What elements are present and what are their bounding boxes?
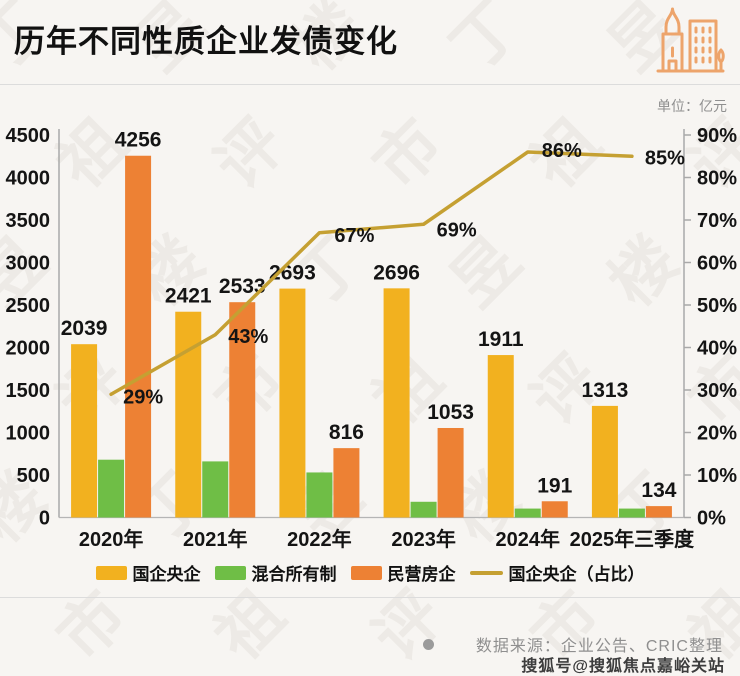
legend-item-mixed: 混合所有制 [214,560,337,585]
legend-item-private: 民营房企 [350,560,456,585]
svg-text:2039: 2039 [61,317,108,340]
svg-text:2020年: 2020年 [79,527,144,551]
svg-text:2000: 2000 [6,338,51,360]
svg-text:500: 500 [17,465,50,487]
svg-text:1313: 1313 [582,379,629,402]
svg-text:86%: 86% [542,140,582,162]
footer-source: 数据来源：企业公告、CRIC整理 [422,632,723,656]
svg-text:43%: 43% [228,326,268,348]
svg-text:4000: 4000 [6,168,51,190]
svg-text:30%: 30% [697,380,737,402]
legend-label-mixed: 混合所有制 [251,565,337,584]
svg-text:0%: 0% [697,508,726,530]
legend-label-soe: 国企央企 [132,565,201,584]
svg-text:1500: 1500 [6,380,51,402]
svg-text:80%: 80% [697,168,737,190]
svg-text:2022年: 2022年 [287,527,352,551]
legend-item-soe: 国企央企 [95,560,201,585]
header-divider [0,84,740,85]
axes: 0 500 1000 1500 2000 2500 3000 3500 4000 4500 0% 10… [6,125,738,530]
svg-text:816: 816 [329,421,364,444]
svg-text:1000: 1000 [6,423,51,445]
chart-legend: 国企央企 混合所有制 民营房企 国企央企（占比） [0,560,740,585]
legend-swatch-ratio-line [469,570,503,575]
sohu-account-text: 搜狐号@搜狐焦点嘉峪关站 [521,658,725,675]
svg-text:67%: 67% [334,225,374,247]
bars: 2039 2421 2693 2696 1911 1313 4256 2533 816 1053 1… [61,129,677,518]
svg-text:40%: 40% [697,338,737,360]
svg-text:20%: 20% [697,423,737,445]
svg-text:50%: 50% [697,295,737,317]
svg-text:0: 0 [39,508,50,530]
page-title: 历年不同性质企业发债变化 [14,24,398,59]
svg-text:2021年: 2021年 [183,527,248,551]
svg-text:2025年三季度: 2025年三季度 [570,527,695,551]
x-axis-labels: 2020年 2021年 2022年 2023年 2024年 2025年三季度 [79,527,695,551]
bullet-dot-icon [422,638,434,650]
svg-text:1053: 1053 [427,401,474,424]
svg-text:69%: 69% [437,219,477,241]
data-source-text: 数据来源：企业公告、CRIC整理 [475,638,723,655]
building-icon [656,7,725,73]
footer-divider [0,597,740,598]
svg-text:2024年: 2024年 [496,527,561,551]
svg-text:3000: 3000 [6,253,51,275]
svg-text:191: 191 [537,474,572,497]
legend-swatch-mixed [214,565,246,580]
svg-text:70%: 70% [697,210,737,232]
legend-label-ratio-line: 国企央企（占比） [508,565,645,584]
svg-text:2533: 2533 [219,275,266,298]
svg-text:2693: 2693 [269,262,316,285]
legend-swatch-private [350,565,382,580]
svg-text:2500: 2500 [6,295,51,317]
legend-swatch-soe [95,565,127,580]
bar-series: 4256 2533 816 1053 191 134 [115,129,677,518]
svg-text:4256: 4256 [115,129,162,152]
svg-text:60%: 60% [697,253,737,275]
bar-series [98,459,645,518]
legend-item-ratio-line: 国企央企（占比） [469,560,645,585]
legend-label-private: 民营房企 [387,565,456,584]
svg-text:4500: 4500 [6,125,51,147]
svg-text:3500: 3500 [6,210,51,232]
svg-text:90%: 90% [697,125,737,147]
svg-text:2696: 2696 [373,261,420,284]
svg-text:85%: 85% [645,147,685,169]
svg-text:1911: 1911 [478,328,524,351]
svg-text:2421: 2421 [165,285,212,308]
svg-text:2023年: 2023年 [391,527,456,551]
svg-text:134: 134 [641,479,676,502]
svg-text:29%: 29% [123,386,163,408]
svg-text:10%: 10% [697,465,737,487]
ratio-line: 29% 43% 67% 69% 86% 85% [109,140,685,408]
unit-label: 单位：亿元 [657,98,727,114]
